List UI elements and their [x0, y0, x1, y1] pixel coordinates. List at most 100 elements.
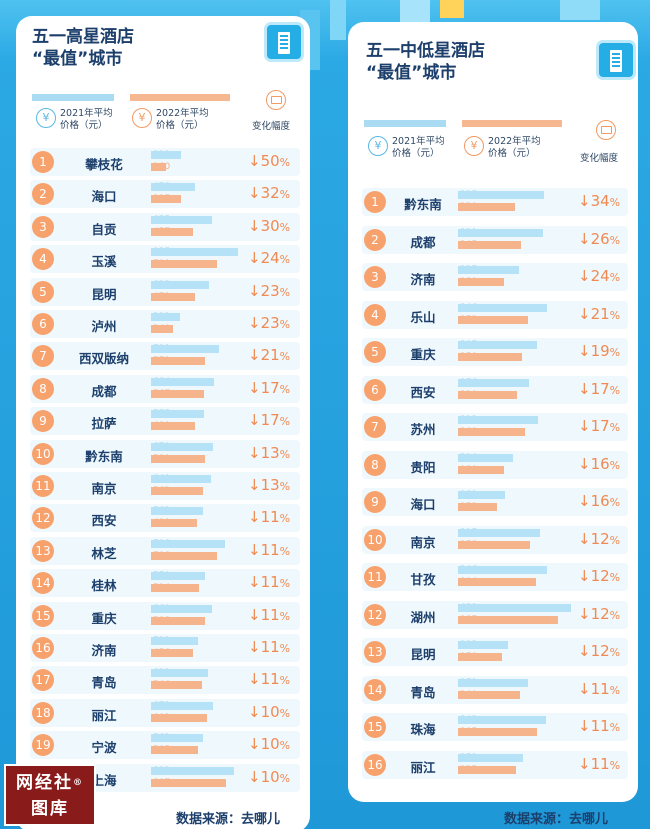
- panel-title: 五一高星酒店 “最值”城市: [32, 26, 134, 70]
- bar-2022: [151, 260, 217, 269]
- change-value: ↓26%: [578, 229, 621, 248]
- rank-badge: 2: [32, 183, 54, 206]
- bar-2022: [458, 578, 537, 586]
- legend-2022-label: 2022年平均 价格（元）: [488, 136, 541, 159]
- city-name: 济南: [410, 272, 436, 287]
- change-value: ↓24%: [578, 267, 621, 285]
- change-label: 变化幅度: [252, 121, 291, 132]
- city-name: 泸州: [91, 319, 117, 334]
- rank-badge: 14: [32, 572, 54, 595]
- rank-badge: 18: [32, 701, 54, 724]
- yuan-2022-icon: ¥: [132, 108, 152, 128]
- change-value: ↓16%: [578, 454, 621, 473]
- rank-badge: 3: [364, 266, 386, 288]
- change-value: ↓19%: [578, 342, 621, 360]
- bar-2021: [151, 215, 212, 224]
- bar-2021: [458, 566, 548, 574]
- rank-badge: 4: [364, 303, 386, 326]
- bar-2022: [151, 519, 198, 528]
- bar-2022: [151, 195, 182, 204]
- table-row: 14青岛271240↓11%: [348, 675, 638, 704]
- bar-2021: [458, 191, 545, 199]
- table-row: 10南京317278↓12%: [348, 525, 638, 554]
- bar-2022: [458, 465, 505, 474]
- table-row: 12西安563499↓11%: [16, 504, 310, 533]
- bar-2022: [458, 653, 502, 661]
- bar-2021: [151, 701, 214, 710]
- rank-badge: 6: [32, 313, 54, 335]
- change-value: ↓11%: [578, 754, 621, 773]
- rank-badge: 6: [364, 378, 386, 401]
- bar-2022: [151, 325, 174, 333]
- table-row: 16丽江253225↓11%: [348, 750, 638, 779]
- city-name: 丽江: [91, 707, 117, 723]
- rank-badge: 12: [32, 507, 54, 530]
- bar-2022: [458, 390, 518, 399]
- city-name: 湖州: [410, 609, 436, 625]
- rank-badge: 14: [364, 678, 386, 701]
- change-value: ↓21%: [248, 346, 291, 365]
- table-row: 8贵阳214180↓16%: [348, 450, 638, 479]
- bar-2021: [151, 572, 205, 581]
- yuan-2021-icon: ¥: [36, 108, 56, 128]
- table-row: 17青岛611546↓11%: [16, 666, 310, 695]
- city-name: 南京: [91, 481, 117, 496]
- change-chart-icon: [266, 90, 286, 110]
- bar-2021: [458, 641, 508, 649]
- change-value: ↓11%: [248, 638, 291, 656]
- bar-2021: [151, 280, 209, 289]
- rank-badge: 15: [364, 716, 386, 738]
- bar-2022: [458, 765, 516, 774]
- city-name: 珠海: [410, 722, 436, 737]
- rank-badge: 2: [364, 228, 386, 251]
- table-row: 13昆明193170↓12%: [348, 638, 638, 666]
- title-line1: 五一中低星酒店: [366, 41, 485, 61]
- city-name: 重庆: [410, 347, 436, 362]
- bar-2022: [151, 389, 204, 398]
- rank-badge: 7: [364, 416, 386, 438]
- table-row: 6泸州312240↓23%: [16, 310, 310, 338]
- city-name: 自贡: [91, 221, 117, 237]
- table-row: 9拉萨575480↓17%: [16, 407, 310, 436]
- city-name: 黔东南: [85, 448, 123, 464]
- bar-2021: [151, 151, 181, 159]
- rank-badge: 1: [32, 151, 54, 173]
- table-row: 6西安276230↓17%: [348, 375, 638, 404]
- panel-title: 五一中低星酒店 “最值”城市: [366, 40, 485, 84]
- city-name: 昆明: [410, 647, 436, 662]
- table-row: 16济南511456↓11%: [16, 634, 310, 662]
- rank-badge: 5: [32, 280, 54, 303]
- legend-2022-swatch: [462, 120, 562, 127]
- building-deco: [560, 0, 600, 20]
- rank-badge: 11: [32, 475, 54, 497]
- table-row: 19宁波562505↓10%: [16, 731, 310, 760]
- bar-2022: [151, 778, 226, 787]
- watermark-logo: 网经社® 图库: [4, 764, 96, 826]
- title-line2: “最值”城市: [32, 49, 123, 69]
- bar-2022: [151, 649, 194, 657]
- change-value: ↓30%: [248, 216, 291, 235]
- change-value: ↓17%: [248, 378, 291, 397]
- data-source: 数据来源：去哪儿: [176, 812, 281, 827]
- high-star-hotel-panel: 五一高星酒店 “最值”城市 ¥ 2021年平均 价格（元） ¥ 2022年平均 …: [16, 16, 310, 829]
- bar-2022: [151, 163, 166, 171]
- bar-2021: [458, 491, 505, 499]
- legend-2021-swatch: [364, 120, 446, 127]
- change-value: ↓12%: [578, 567, 621, 585]
- rank-badge: 8: [364, 453, 386, 476]
- table-row: 15重庆660588↓11%: [16, 601, 310, 630]
- city-name: 桂林: [91, 578, 117, 594]
- change-value: ↓24%: [248, 249, 291, 268]
- table-row: 9海口181152↓16%: [348, 488, 638, 516]
- change-value: ↓10%: [248, 702, 291, 721]
- bar-2022: [151, 746, 198, 755]
- table-row: 14桂林579514↓11%: [16, 569, 310, 598]
- city-name: 丽江: [410, 759, 436, 775]
- bar-2021: [151, 604, 213, 613]
- city-name: 上海: [91, 772, 117, 788]
- change-value: ↓16%: [578, 492, 621, 510]
- bar-2022: [458, 240, 522, 249]
- table-row: 12湖州439387↓12%: [348, 600, 638, 629]
- bar-2022: [151, 227, 194, 236]
- change-value: ↓12%: [578, 642, 621, 660]
